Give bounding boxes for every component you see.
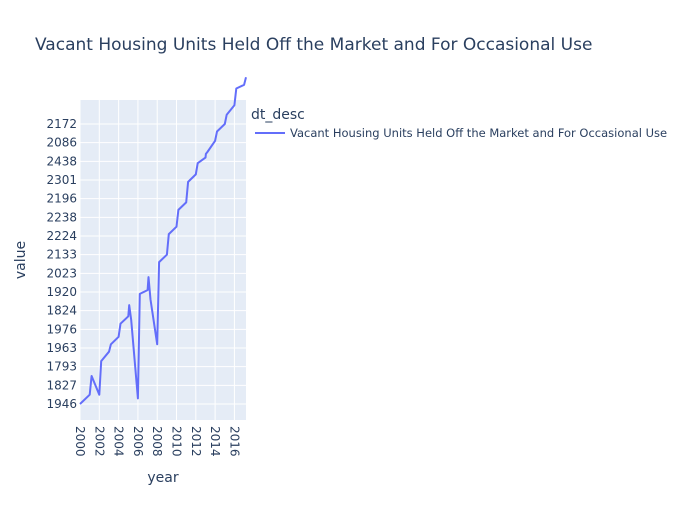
y-tick-label: 2196 [46, 192, 77, 206]
y-tick-label: 1946 [46, 397, 77, 411]
y-tick-label: 2133 [46, 248, 77, 262]
x-tick-label: 2008 [150, 426, 164, 457]
y-tick-label: 2023 [46, 266, 77, 280]
x-axis-title: year [147, 470, 178, 486]
x-tick-label: 2006 [131, 426, 145, 457]
x-tick-label: 2002 [92, 426, 106, 457]
legend[interactable]: dt_desc Vacant Housing Units Held Off th… [251, 107, 667, 140]
x-tick-label: 2016 [227, 426, 241, 457]
chart-title: Vacant Housing Units Held Off the Market… [35, 35, 592, 55]
x-tick-label: 2012 [189, 426, 203, 457]
plot-area [80, 100, 246, 420]
y-tick-label: 1920 [46, 285, 77, 299]
y-tick-label: 1793 [46, 360, 77, 374]
legend-title: dt_desc [251, 107, 305, 123]
x-tick-label: 2014 [208, 426, 222, 457]
y-tick-label: 2301 [46, 173, 77, 187]
x-tick-label: 2004 [112, 426, 126, 457]
y-tick-label: 2172 [46, 117, 77, 131]
y-tick-labels: 1946 1827 1793 1963 1976 1824 1920 2023 2133 2224… [46, 117, 77, 411]
series-line[interactable] [79, 77, 247, 405]
x-tick-labels: 2000 2002 2004 2006 2008 2010 2012 2014 2016 [73, 426, 241, 457]
y-tick-label: 1976 [46, 322, 77, 336]
y-tick-label: 1824 [46, 304, 77, 318]
y-axis-title: value [13, 241, 29, 279]
y-tick-label: 1827 [46, 378, 77, 392]
series-layer [79, 77, 247, 405]
y-tick-label: 2086 [46, 136, 77, 150]
y-tick-label: 2224 [46, 229, 77, 243]
x-tick-label: 2010 [170, 426, 184, 457]
x-tick-label: 2000 [73, 426, 87, 457]
y-tick-label: 2438 [46, 154, 77, 168]
y-tick-label: 1963 [46, 341, 77, 355]
legend-item-label: Vacant Housing Units Held Off the Market… [290, 126, 667, 140]
y-tick-label: 2238 [46, 210, 77, 224]
gridlines [79, 100, 246, 420]
